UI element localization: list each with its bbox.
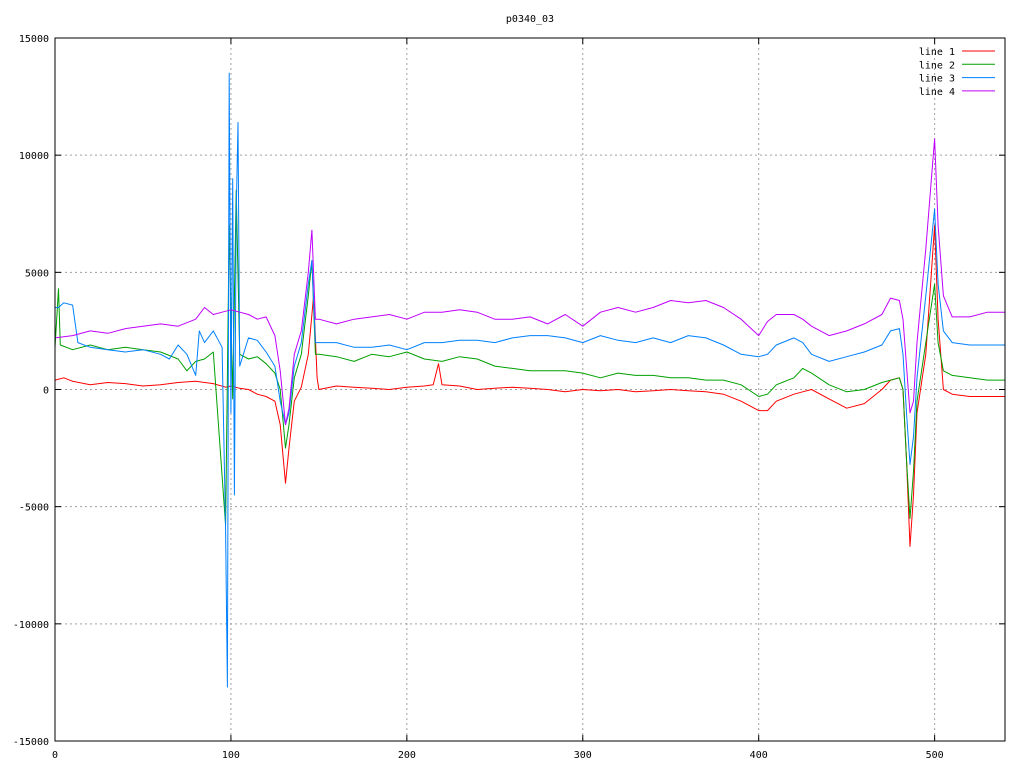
series-line-3 bbox=[55, 72, 1005, 688]
y-tick-label: -15000 bbox=[13, 737, 49, 748]
y-tick-label: 0 bbox=[43, 386, 49, 397]
legend-label: line 3 bbox=[919, 74, 955, 85]
y-tick-label: -5000 bbox=[19, 503, 49, 514]
legend-label: line 4 bbox=[919, 87, 955, 98]
x-tick-label: 500 bbox=[926, 750, 944, 761]
series-line-4 bbox=[54, 138, 1005, 426]
y-tick-label: 15000 bbox=[19, 34, 49, 45]
x-tick-label: 100 bbox=[222, 750, 240, 761]
legend: line 1 line 2 line 3 line 4 bbox=[919, 47, 995, 98]
y-tick-label: 10000 bbox=[19, 151, 49, 162]
y-tick-label: -10000 bbox=[13, 620, 49, 631]
x-tick-label: 200 bbox=[398, 750, 416, 761]
x-tick-label: 300 bbox=[574, 750, 592, 761]
axis-ticks: 0 100 200 300 400 500 -15000 -10000 -5000 0 5000 10… bbox=[13, 34, 1005, 761]
series-line-2 bbox=[54, 189, 1005, 526]
x-tick-label: 400 bbox=[750, 750, 768, 761]
x-tick-label: 0 bbox=[52, 750, 58, 761]
grid-lines bbox=[55, 38, 1005, 741]
series-line-1 bbox=[54, 225, 1005, 547]
chart-title: p0340_03 bbox=[506, 14, 554, 25]
legend-label: line 2 bbox=[919, 60, 955, 71]
legend-label: line 1 bbox=[919, 47, 955, 58]
y-tick-label: 5000 bbox=[25, 268, 49, 279]
data-series bbox=[54, 72, 1005, 688]
